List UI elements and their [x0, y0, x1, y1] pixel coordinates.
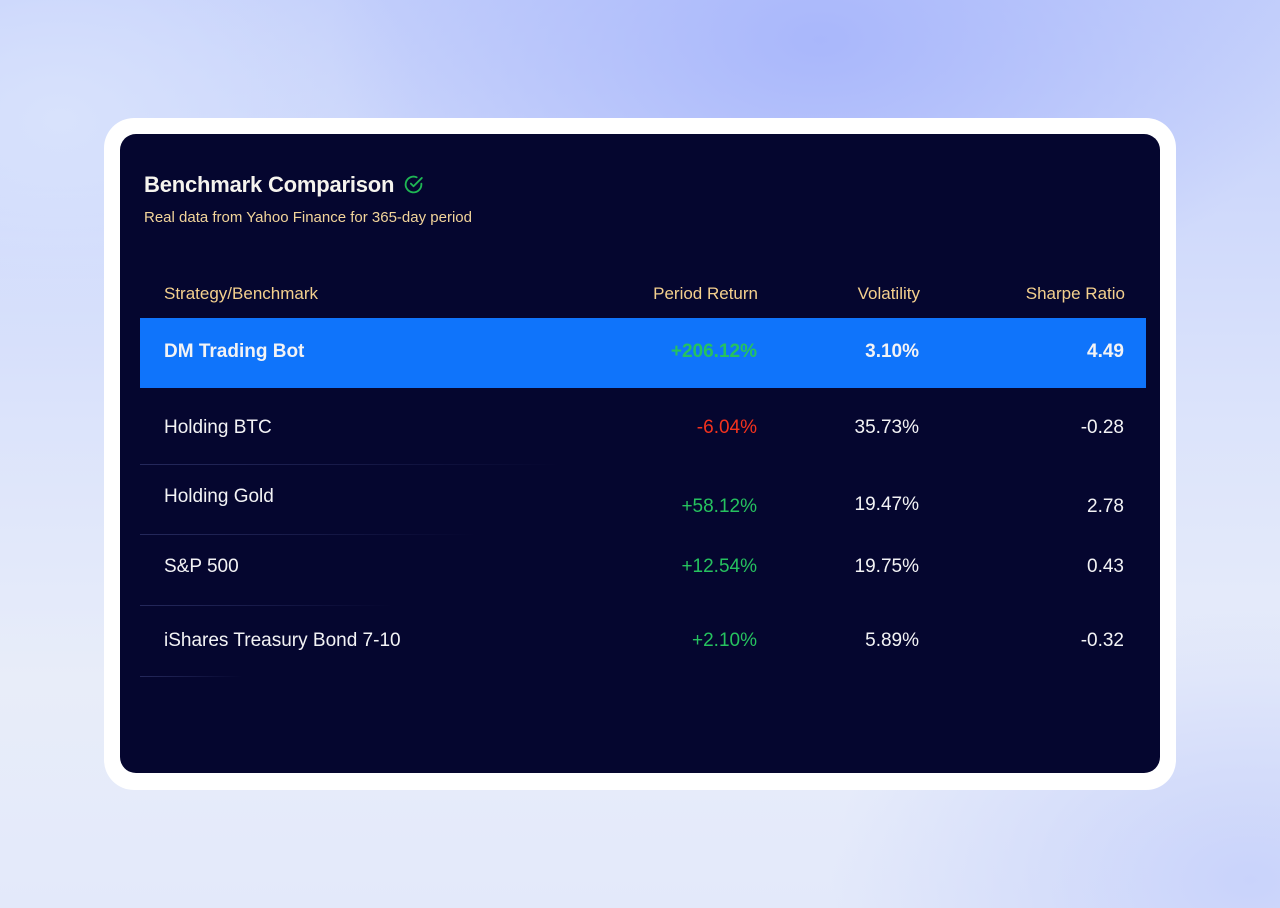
- row-sharpe: -0.32: [1080, 630, 1124, 651]
- row-volatility: 35.73%: [854, 417, 919, 438]
- row-sharpe: 2.78: [1087, 496, 1124, 517]
- row-return: -6.04%: [696, 417, 757, 438]
- row-return: +2.10%: [692, 630, 757, 651]
- card-title: Benchmark Comparison: [144, 172, 395, 197]
- row-return: +206.12%: [670, 341, 757, 362]
- row-volatility: 3.10%: [865, 341, 919, 362]
- header-sharpe-ratio: Sharpe Ratio: [1025, 284, 1125, 303]
- row-divider: [140, 605, 560, 606]
- row-name: Holding BTC: [164, 417, 272, 438]
- header-strategy: Strategy/Benchmark: [164, 284, 319, 303]
- benchmark-panel: Benchmark Comparison Real data from Yaho…: [120, 134, 1160, 773]
- row-divider: [140, 676, 310, 677]
- row-name: Holding Gold: [164, 486, 274, 507]
- row-sharpe: 4.49: [1087, 341, 1124, 362]
- row-name: DM Trading Bot: [164, 341, 305, 362]
- row-sharpe: -0.28: [1080, 417, 1124, 438]
- row-volatility: 5.89%: [865, 630, 919, 651]
- row-volatility: 19.47%: [854, 494, 919, 515]
- row-divider: [140, 464, 840, 465]
- row-volatility: 19.75%: [854, 556, 919, 577]
- row-name: S&P 500: [164, 556, 239, 577]
- row-return: +58.12%: [681, 496, 757, 517]
- row-return: +12.54%: [681, 556, 757, 577]
- header-period-return: Period Return: [653, 284, 758, 303]
- row-sharpe: 0.43: [1087, 556, 1124, 577]
- table-row-highlighted[interactable]: DM Trading Bot +206.12% 3.10% 4.49: [140, 318, 1146, 388]
- row-name: iShares Treasury Bond 7-10: [164, 630, 401, 651]
- card-subtitle: Real data from Yahoo Finance for 365-day…: [144, 209, 472, 226]
- row-divider: [140, 534, 700, 535]
- check-circle-icon: [404, 175, 423, 194]
- header-volatility: Volatility: [857, 284, 920, 303]
